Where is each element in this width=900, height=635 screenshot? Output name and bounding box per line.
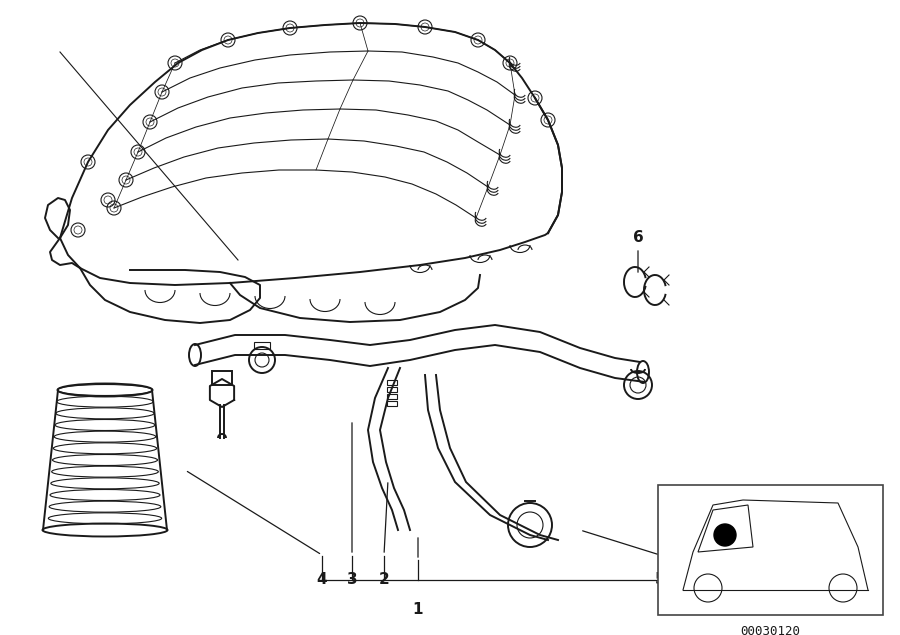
Text: 3: 3 [346, 573, 357, 587]
Bar [254, 342, 270, 349]
Text: 4: 4 [317, 573, 328, 587]
Bar [387, 401, 397, 406]
Bar [387, 380, 397, 385]
Bar [212, 371, 232, 385]
Text: 6: 6 [633, 231, 643, 246]
Text: 00030120: 00030120 [740, 625, 800, 635]
Bar [387, 387, 397, 392]
Bar [658, 485, 883, 615]
Bar [387, 394, 397, 399]
Text: 1: 1 [413, 603, 423, 617]
Circle shape [714, 524, 736, 546]
Text: 5: 5 [654, 573, 665, 587]
Text: 2: 2 [379, 573, 390, 587]
